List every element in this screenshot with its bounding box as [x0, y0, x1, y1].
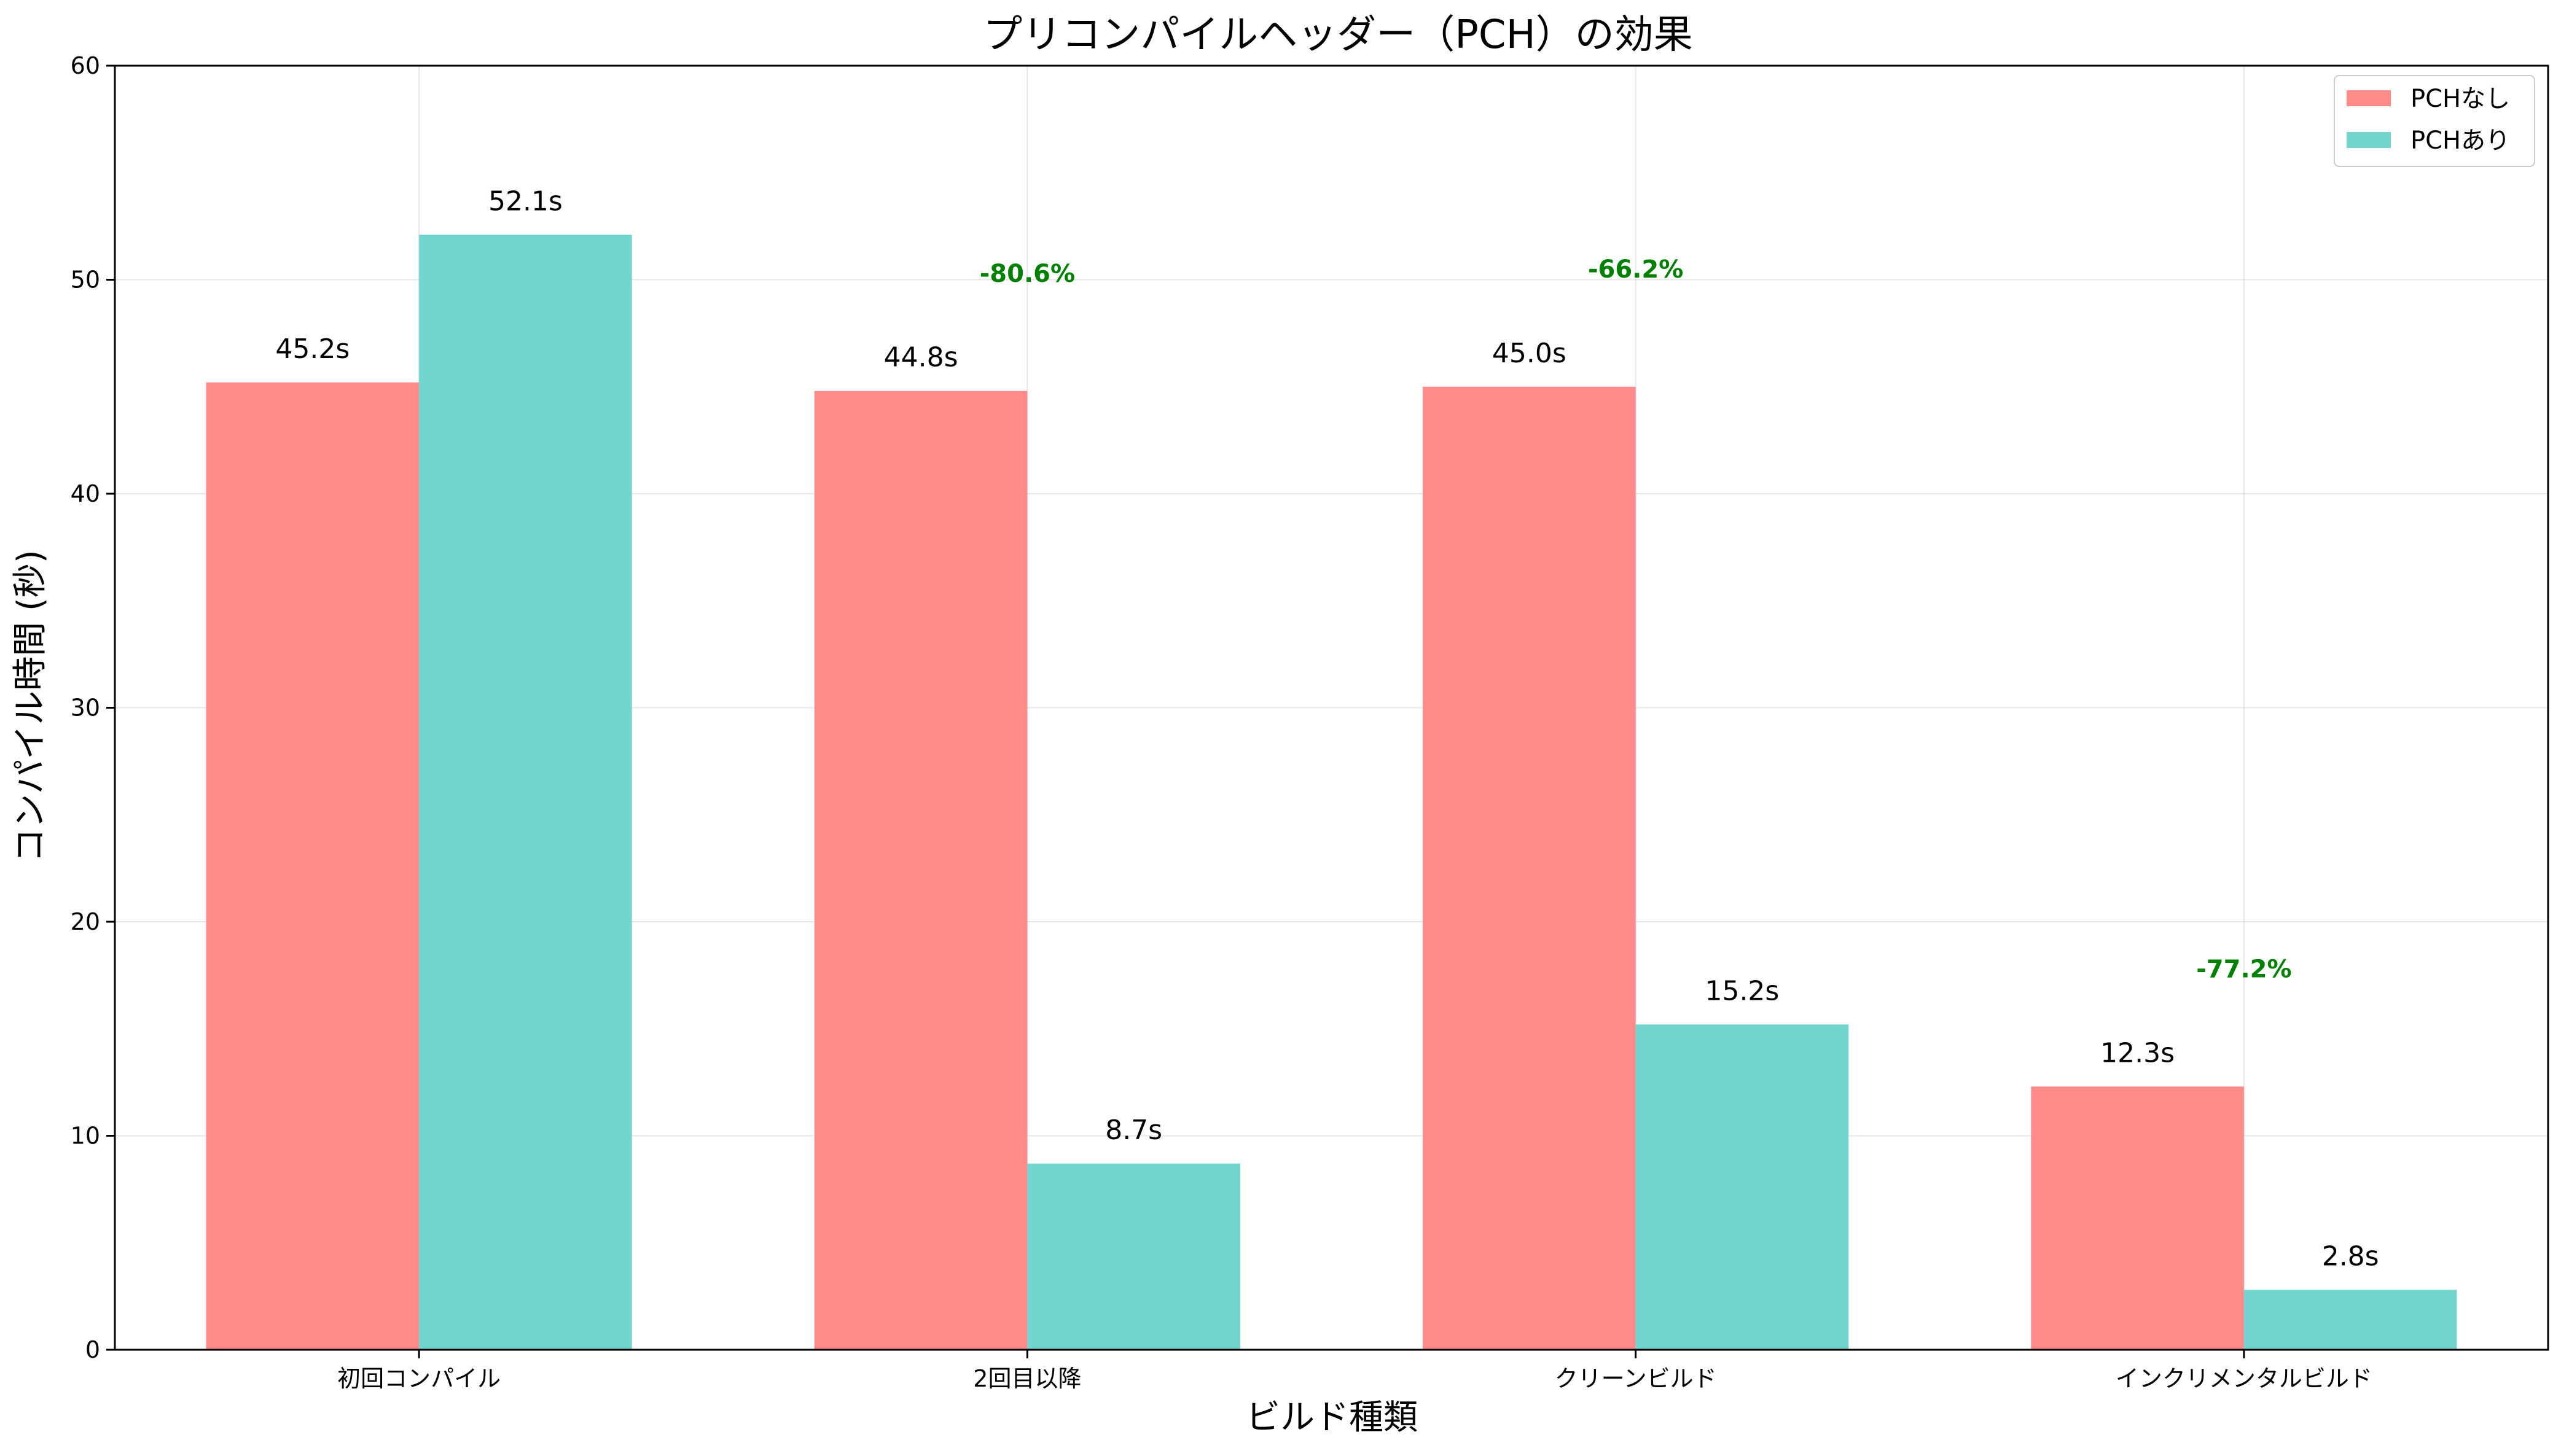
y-axis-ticks: 0 10 20 30 40 50 60	[71, 52, 115, 1363]
bar-value-label: 52.1s	[488, 185, 563, 217]
bar	[1423, 386, 1636, 1350]
bar-value-label: 12.3s	[2100, 1037, 2175, 1069]
y-axis-label: コンパイル時間 (秒)	[10, 550, 50, 863]
reduction-annotation: -80.6%	[980, 260, 1075, 288]
bar	[1027, 1163, 1240, 1350]
x-tick-label: 2回目以降	[973, 1365, 1081, 1392]
bar-value-label: 2.8s	[2322, 1240, 2379, 1272]
x-axis-ticks: 初回コンパイル 2回目以降 クリーンビルド インクリメンタルビルド	[337, 1350, 2372, 1392]
x-tick-label: 初回コンパイル	[337, 1365, 501, 1392]
y-tick-label: 10	[71, 1123, 100, 1150]
bar-value-label: 44.8s	[884, 342, 958, 373]
legend-label-with-pch: PCHあり	[2410, 127, 2510, 155]
x-tick-label: インクリメンタルビルド	[2116, 1365, 2372, 1392]
bar	[1635, 1024, 1849, 1350]
bar	[419, 235, 632, 1350]
x-tick-label: クリーンビルド	[1555, 1365, 1717, 1392]
bar-value-label: 8.7s	[1105, 1115, 1162, 1146]
legend-swatch-no-pch	[2347, 90, 2391, 106]
reduction-annotation: -66.2%	[1588, 255, 1683, 284]
legend-label-no-pch: PCHなし	[2410, 85, 2510, 113]
bar-value-label: 15.2s	[1705, 975, 1779, 1006]
y-tick-label: 20	[71, 908, 100, 935]
y-tick-label: 0	[85, 1336, 100, 1363]
y-tick-label: 40	[71, 480, 100, 507]
reduction-annotation: -77.2%	[2196, 956, 2291, 984]
bar-value-label: 45.2s	[275, 333, 350, 365]
legend: PCHなし PCHあり	[2334, 75, 2535, 167]
bars	[206, 235, 2457, 1350]
bar-value-label: 45.0s	[1492, 338, 1566, 369]
y-tick-label: 50	[71, 267, 100, 294]
bar	[2031, 1086, 2244, 1350]
chart-title: プリコンパイルヘッダー（PCH）の効果	[983, 12, 1692, 58]
bar	[206, 382, 420, 1350]
legend-swatch-with-pch	[2347, 132, 2391, 148]
y-tick-label: 60	[71, 52, 100, 79]
bar	[814, 391, 1028, 1350]
y-tick-label: 30	[71, 695, 100, 722]
annotations: -80.6% -66.2% -77.2%	[980, 255, 2292, 984]
bar	[2243, 1290, 2457, 1350]
x-axis-label: ビルド種類	[1246, 1398, 1418, 1438]
bar-labels: 45.2s 44.8s 45.0s 12.3s 52.1s 8.7s 15.2s 2.8s	[275, 185, 2379, 1272]
